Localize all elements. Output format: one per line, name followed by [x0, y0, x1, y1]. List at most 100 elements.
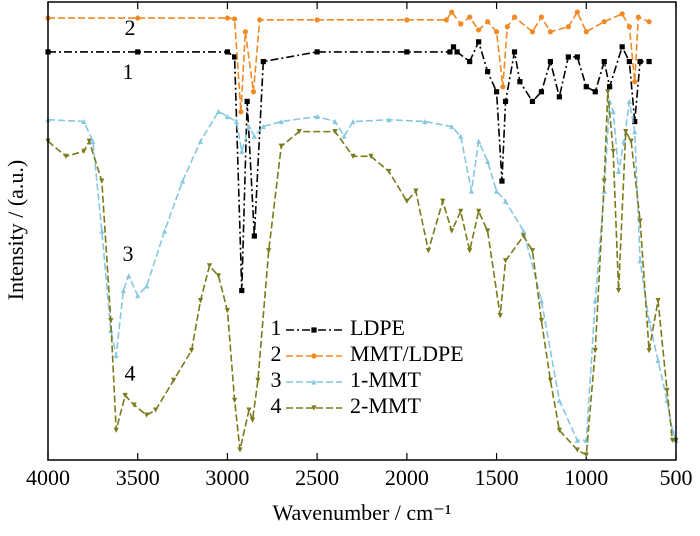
legend-number: 2 [271, 341, 282, 366]
marker [502, 258, 509, 264]
marker [646, 19, 652, 25]
marker [232, 397, 238, 404]
x-axis-label: Wavenumber / cm⁻¹ [273, 500, 452, 525]
marker [266, 248, 272, 254]
marker [153, 407, 159, 413]
legend-number: 4 [271, 393, 282, 418]
marker [621, 138, 627, 144]
marker [386, 168, 392, 175]
marker [413, 188, 419, 194]
marker [511, 49, 518, 55]
marker [135, 292, 141, 299]
marker [224, 49, 231, 55]
legend-label: 1-MMT [350, 367, 421, 392]
marker [232, 54, 238, 60]
marker [607, 84, 613, 90]
marker [449, 228, 455, 234]
marker [404, 17, 410, 23]
curve-label: 3 [123, 241, 134, 266]
marker [529, 248, 536, 254]
marker [556, 427, 562, 433]
marker [244, 98, 250, 104]
marker [314, 49, 320, 55]
marker [601, 178, 607, 184]
curve-label: 1 [123, 59, 134, 84]
marker [520, 228, 527, 234]
marker [239, 287, 245, 294]
marker [350, 153, 356, 159]
marker [637, 58, 643, 65]
y-axis-label: Intensity / (a.u.) [3, 160, 28, 301]
marker [626, 98, 632, 104]
curve-label: 4 [124, 360, 135, 385]
marker [646, 58, 652, 65]
marker [246, 407, 252, 413]
series-line [48, 10, 650, 112]
marker [547, 29, 554, 35]
series-line [47, 101, 677, 442]
marker [485, 19, 491, 25]
x-tick-label: 2500 [295, 465, 339, 490]
marker [443, 17, 449, 23]
marker [131, 402, 137, 408]
marker [341, 133, 347, 139]
marker [574, 437, 580, 443]
x-tick-label: 500 [660, 465, 693, 490]
marker [135, 15, 141, 21]
marker [497, 313, 503, 319]
marker [485, 228, 491, 234]
marker [188, 347, 195, 354]
marker [242, 29, 248, 35]
marker [605, 89, 611, 95]
marker [476, 39, 482, 45]
marker [637, 258, 643, 264]
marker [632, 118, 638, 125]
marker [623, 129, 629, 135]
marker [628, 138, 634, 144]
marker [113, 352, 119, 359]
marker [171, 377, 177, 383]
marker [565, 54, 571, 60]
marker [467, 14, 473, 20]
marker [538, 14, 545, 20]
marker [529, 29, 536, 35]
marker [278, 143, 284, 149]
marker [626, 24, 632, 30]
marker [197, 138, 204, 144]
marker [538, 318, 545, 324]
marker [251, 233, 257, 239]
marker [215, 108, 222, 115]
marker [314, 17, 320, 23]
marker [215, 273, 222, 279]
legend-label: MMT/LDPE [350, 341, 464, 366]
marker [547, 377, 553, 383]
marker [86, 138, 92, 144]
marker [425, 248, 431, 254]
marker [574, 54, 580, 60]
marker [458, 208, 464, 214]
marker [592, 298, 598, 304]
marker [440, 198, 446, 204]
marker [144, 283, 150, 289]
marker [538, 298, 545, 304]
marker [583, 84, 589, 90]
marker [404, 49, 410, 55]
marker [637, 218, 643, 224]
marker [485, 158, 491, 164]
marker [619, 11, 625, 17]
marker [556, 397, 562, 404]
marker [251, 133, 257, 139]
marker [504, 24, 510, 30]
marker [257, 17, 263, 23]
marker [224, 308, 231, 314]
marker [113, 427, 119, 433]
marker [626, 58, 632, 65]
marker [610, 108, 616, 115]
marker [237, 447, 243, 453]
marker [278, 118, 284, 125]
marker [517, 79, 523, 85]
marker [250, 89, 257, 95]
legend-number: 3 [271, 367, 282, 392]
x-tick-label: 1000 [564, 465, 608, 490]
